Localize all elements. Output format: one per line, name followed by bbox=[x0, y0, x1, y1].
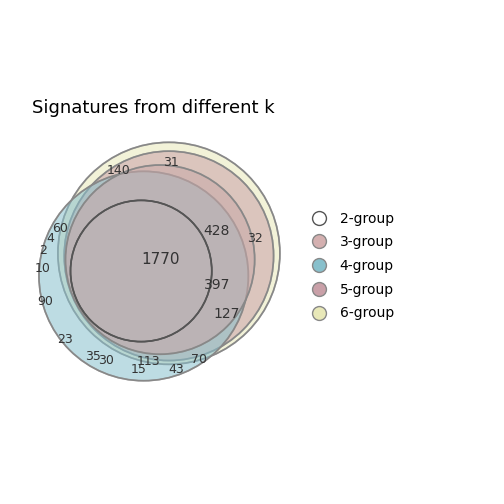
Text: 30: 30 bbox=[98, 354, 114, 367]
Text: 2: 2 bbox=[39, 244, 47, 258]
Text: 127: 127 bbox=[214, 307, 240, 321]
Text: 70: 70 bbox=[191, 353, 207, 366]
Circle shape bbox=[58, 142, 280, 364]
Circle shape bbox=[39, 171, 248, 381]
Text: 35: 35 bbox=[85, 350, 101, 363]
Text: 4: 4 bbox=[46, 232, 54, 245]
Text: 428: 428 bbox=[204, 224, 230, 237]
Text: 32: 32 bbox=[247, 232, 263, 245]
Text: 113: 113 bbox=[137, 355, 160, 368]
Text: 15: 15 bbox=[131, 363, 147, 376]
Text: 90: 90 bbox=[37, 295, 53, 308]
Text: 31: 31 bbox=[163, 156, 179, 169]
Text: 140: 140 bbox=[106, 164, 131, 176]
Text: 397: 397 bbox=[204, 278, 230, 292]
Legend: 2-group, 3-group, 4-group, 5-group, 6-group: 2-group, 3-group, 4-group, 5-group, 6-gr… bbox=[299, 206, 400, 326]
Text: 43: 43 bbox=[168, 363, 184, 376]
Text: 60: 60 bbox=[52, 222, 69, 234]
Circle shape bbox=[66, 165, 255, 354]
Text: 1770: 1770 bbox=[141, 252, 179, 267]
Title: Signatures from different k: Signatures from different k bbox=[32, 99, 275, 117]
Text: 10: 10 bbox=[35, 262, 51, 275]
Circle shape bbox=[64, 151, 274, 360]
Text: 23: 23 bbox=[57, 333, 73, 346]
